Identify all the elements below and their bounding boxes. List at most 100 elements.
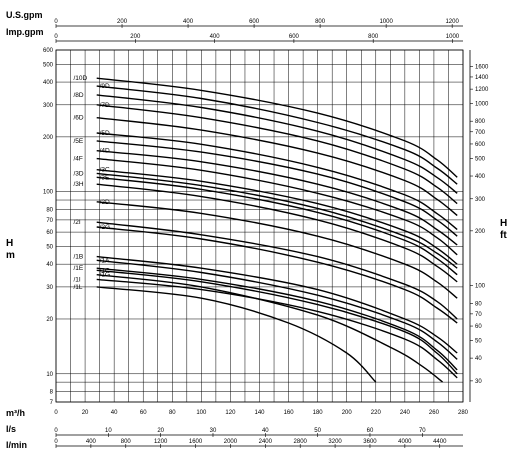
series-label: /1B	[73, 254, 83, 261]
y-right-tick-label: 40	[475, 356, 482, 362]
series-curve	[96, 172, 458, 269]
y-right-unit: ft	[500, 230, 507, 241]
y-right-tick-label: 60	[475, 324, 482, 330]
y-right-tick-label: 500	[475, 156, 486, 162]
y-left-tick-label: 30	[46, 285, 53, 291]
m3h-tick-label: 60	[140, 410, 147, 416]
m3h-tick-label: 80	[169, 410, 176, 416]
series-curve	[96, 140, 458, 237]
y-left-tick-label: 100	[43, 190, 54, 196]
series-curve	[96, 176, 458, 276]
impgpm-axis-label: Imp.gpm	[6, 27, 44, 37]
series-label: /8D	[73, 92, 83, 99]
m3h-tick-label: 140	[254, 410, 265, 416]
y-right-tick-label: 600	[475, 142, 486, 148]
y-left-unit: m	[6, 250, 15, 261]
lmin-tick-label: 2000	[224, 439, 238, 445]
y-left-tick-label: 60	[46, 230, 53, 236]
lmin-tick-label: 0	[54, 439, 58, 445]
y-right-tick-label: 100	[475, 284, 486, 290]
series-curve	[96, 255, 458, 354]
series-label: /1E	[73, 265, 83, 272]
series-label: /3D	[73, 170, 83, 177]
y-right-tick-label: 30	[475, 379, 482, 385]
impgpm-tick-label: 0	[54, 34, 58, 40]
y-right-tick-label: 800	[475, 119, 486, 125]
y-left-tick-label: 8	[50, 389, 54, 395]
m3h-tick-label: 240	[400, 410, 411, 416]
y-left-tick-label: 300	[43, 103, 54, 109]
impgpm-tick-label: 400	[210, 34, 221, 40]
ls-tick-label: 70	[419, 428, 426, 434]
ls-tick-label: 60	[367, 428, 374, 434]
series-curve	[96, 85, 458, 185]
y-left-tick-label: 200	[43, 135, 54, 141]
series-curve	[96, 94, 458, 194]
impgpm-tick-label: 600	[289, 34, 300, 40]
y-right-tick-label: 200	[475, 229, 486, 235]
series-label: /1L	[73, 284, 82, 291]
lmin-tick-label: 2400	[259, 439, 273, 445]
series-curve	[96, 201, 458, 299]
series-label: /7D	[100, 102, 110, 109]
axis-layer: 7810203040506070801002003004005006003040…	[43, 19, 489, 448]
series-label: /5E	[73, 138, 83, 145]
m3h-tick-label: 20	[82, 410, 89, 416]
ls-tick-label: 20	[157, 428, 164, 434]
usgpm-tick-label: 1000	[379, 19, 393, 25]
y-right-tick-label: 80	[475, 301, 482, 307]
series-label: /1I	[73, 276, 80, 283]
y-right-label: H	[500, 218, 507, 229]
y-left-tick-label: 20	[46, 317, 53, 323]
series-label: /3C	[100, 167, 110, 174]
impgpm-tick-label: 800	[368, 34, 379, 40]
series-curve	[96, 267, 458, 371]
y-right-tick-label: 1600	[475, 64, 489, 70]
y-left-tick-label: 10	[46, 372, 53, 378]
usgpm-tick-label: 200	[117, 19, 128, 25]
y-right-tick-label: 300	[475, 197, 486, 203]
series-label: /9D	[100, 83, 110, 90]
usgpm-tick-label: 1200	[445, 19, 459, 25]
m3h-tick-label: 220	[371, 410, 382, 416]
lmin-tick-label: 3600	[363, 439, 377, 445]
y-right-tick-label: 50	[475, 338, 482, 344]
m3h-tick-label: 280	[458, 410, 469, 416]
series-curve	[96, 183, 458, 283]
impgpm-tick-label: 1000	[446, 34, 460, 40]
ls-tick-label: 30	[210, 428, 217, 434]
y-left-tick-label: 600	[43, 48, 54, 54]
series-curve	[96, 169, 458, 265]
series-curve	[96, 104, 458, 205]
series-label: /4F	[73, 156, 82, 163]
series-label: /1G	[100, 272, 110, 279]
series-label: /3E	[100, 174, 110, 181]
m3h-tick-label: 0	[54, 410, 58, 416]
series-label: /2D	[100, 199, 110, 206]
series-curve	[96, 221, 458, 320]
y-right-tick-label: 70	[475, 312, 482, 318]
m3h-tick-label: 180	[313, 410, 324, 416]
grid-layer	[55, 49, 464, 403]
y-left-label: H	[6, 238, 13, 249]
y-left-tick-label: 500	[43, 62, 54, 68]
m3h-axis-label: m³/h	[6, 408, 25, 418]
series-curve	[96, 278, 458, 379]
ls-tick-label: 0	[54, 428, 58, 434]
m3h-tick-label: 260	[429, 410, 440, 416]
series-curve	[96, 117, 458, 217]
lmin-tick-label: 400	[86, 439, 97, 445]
lmin-tick-label: 2800	[294, 439, 308, 445]
lmin-tick-label: 1600	[189, 439, 203, 445]
series-curve	[96, 77, 458, 178]
series-curve	[96, 259, 458, 360]
m3h-tick-label: 160	[284, 410, 295, 416]
y-left-tick-label: 80	[46, 207, 53, 213]
curve-layer: /10D/9D/8D/7D/6D/5D/5E/4D/4F/3C/3D/3E/3H…	[73, 75, 458, 383]
series-curve	[96, 274, 444, 383]
series-curve	[96, 226, 458, 324]
series-label: /1A	[100, 257, 110, 264]
series-label: /10D	[73, 75, 87, 82]
series-label: /5D	[100, 130, 110, 137]
lmin-tick-label: 4000	[398, 439, 412, 445]
